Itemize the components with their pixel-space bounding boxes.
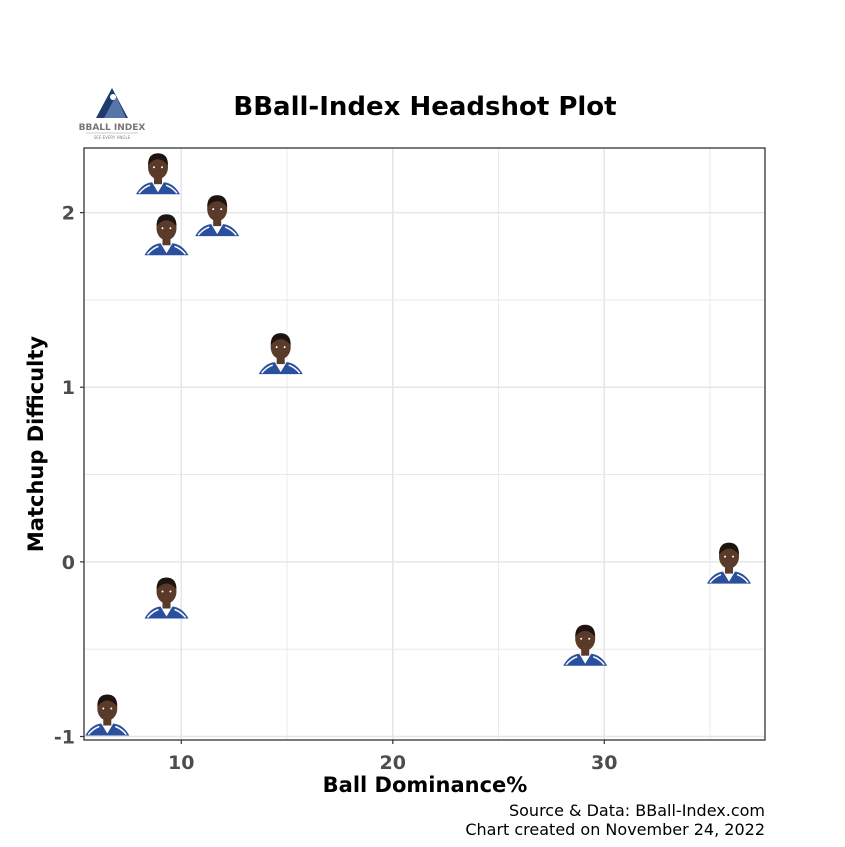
jersey-trim: [174, 245, 187, 255]
head-shape: [156, 216, 177, 241]
eye-shape: [161, 590, 164, 593]
logo-figure-icon: [110, 94, 116, 100]
eye-shape: [153, 166, 155, 169]
jersey-trim: [146, 245, 159, 255]
eye-shape: [169, 590, 172, 593]
plot-panel: [84, 148, 765, 740]
headshot-point: [707, 542, 751, 584]
jersey-collar: [579, 653, 592, 664]
y-tick-label: 1: [62, 377, 75, 399]
jersey-trim: [197, 226, 210, 236]
eye-shape: [102, 707, 105, 710]
eye-shape: [220, 208, 223, 211]
grid-minor: [84, 148, 765, 740]
jersey-trim: [565, 655, 578, 666]
plot-panel-border: [83, 147, 766, 741]
head-shape: [156, 579, 177, 604]
neck-shape: [162, 600, 171, 609]
jersey-trim: [138, 184, 151, 194]
eye-shape: [161, 227, 164, 230]
x-axis-ticks: 10 20 30: [168, 740, 617, 774]
hair-shape: [97, 694, 118, 707]
logo-text: BBALL INDEX: [79, 123, 146, 133]
y-tick-label: 2: [62, 203, 75, 225]
eye-shape: [588, 637, 591, 640]
jersey-trim: [174, 608, 187, 618]
x-tick-label: 10: [168, 752, 194, 774]
hair-shape: [148, 153, 168, 166]
head-shape: [148, 155, 168, 180]
jersey-trim: [146, 608, 159, 618]
eye-shape: [283, 346, 286, 349]
eye-shape: [275, 346, 278, 349]
x-axis-title: Ball Dominance%: [323, 773, 528, 797]
eye-shape: [732, 555, 734, 558]
jersey-trim: [87, 725, 100, 735]
headshot-point: [258, 333, 303, 375]
headshot-point: [144, 577, 189, 619]
bball-index-logo: BBALL INDEX SEE EVERY ANGLE: [79, 88, 146, 140]
grid-major: [84, 148, 765, 740]
jersey-trim: [592, 655, 605, 666]
x-tick-label: 30: [591, 752, 617, 774]
hair-shape: [270, 333, 291, 346]
neck-shape: [162, 237, 171, 246]
x-tick-label: 20: [380, 752, 406, 774]
head-shape: [207, 197, 228, 222]
head-shape: [270, 335, 291, 360]
headshot-point: [144, 214, 189, 256]
eye-shape: [724, 555, 726, 558]
eye-shape: [169, 227, 172, 230]
headshot-point: [85, 694, 130, 736]
caption-source: Source & Data: BBall-Index.com: [509, 801, 765, 820]
data-points: [85, 153, 751, 736]
eye-shape: [580, 637, 583, 640]
jersey-trim: [165, 184, 178, 194]
eye-shape: [161, 166, 163, 169]
jersey-trim: [736, 573, 749, 584]
chart-title: BBall-Index Headshot Plot: [233, 92, 616, 122]
caption-date: Chart created on November 24, 2022: [465, 820, 765, 839]
logo-tagline: SEE EVERY ANGLE: [94, 135, 131, 140]
headshot-point: [195, 195, 240, 237]
y-axis-ticks: -1 0 1 2: [54, 203, 84, 749]
head-shape: [575, 626, 596, 651]
headshot-point: [563, 624, 608, 666]
jersey-collar: [152, 182, 164, 193]
jersey-trim: [115, 725, 127, 735]
jersey-collar: [160, 243, 173, 254]
eye-shape: [110, 707, 113, 710]
neck-shape: [154, 176, 162, 185]
head-shape: [719, 544, 739, 569]
neck-shape: [213, 218, 222, 227]
eye-shape: [212, 208, 215, 211]
hair-shape: [719, 542, 739, 555]
hair-shape: [207, 195, 228, 208]
head-shape: [97, 696, 118, 721]
neck-shape: [725, 565, 733, 574]
jersey-collar: [211, 224, 224, 235]
y-tick-label: -1: [54, 727, 75, 749]
jersey-collar: [274, 362, 287, 373]
headshot-point: [136, 153, 180, 195]
hair-shape: [156, 577, 177, 590]
jersey-trim: [224, 226, 237, 236]
jersey-trim: [288, 364, 301, 374]
logo-triangle-inner: [104, 96, 126, 118]
jersey-trim: [709, 573, 722, 584]
y-axis-title: Matchup Difficulty: [24, 336, 48, 552]
jersey-collar: [160, 606, 173, 617]
jersey-collar: [723, 571, 735, 582]
hair-shape: [156, 214, 177, 227]
neck-shape: [276, 356, 285, 365]
y-tick-label: 0: [62, 552, 75, 574]
neck-shape: [103, 717, 112, 726]
jersey-collar: [101, 723, 114, 734]
jersey-trim: [261, 364, 273, 374]
neck-shape: [581, 647, 590, 656]
hair-shape: [575, 624, 596, 637]
